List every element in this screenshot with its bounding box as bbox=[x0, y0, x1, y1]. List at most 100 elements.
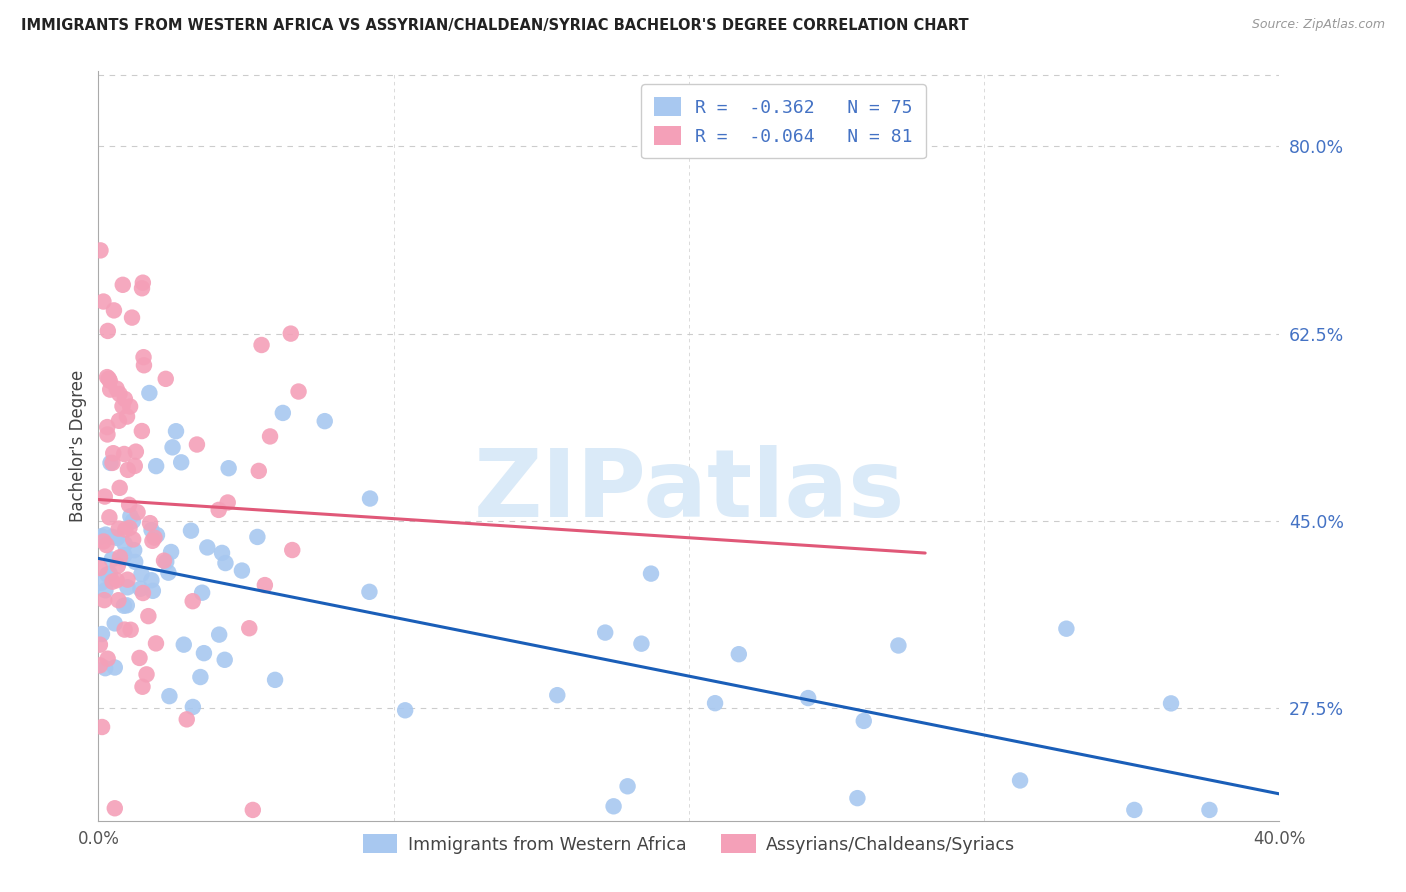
Point bbox=[214, 556, 236, 570]
Point bbox=[98, 374, 121, 388]
Point bbox=[94, 661, 117, 675]
Point bbox=[1054, 622, 1077, 636]
Point bbox=[97, 651, 120, 665]
Point bbox=[91, 720, 114, 734]
Point bbox=[93, 294, 115, 309]
Point bbox=[214, 653, 236, 667]
Point bbox=[104, 616, 127, 631]
Point bbox=[105, 531, 128, 545]
Point bbox=[108, 387, 131, 401]
Point bbox=[191, 585, 214, 599]
Point bbox=[173, 638, 195, 652]
Point bbox=[593, 625, 616, 640]
Point bbox=[616, 779, 638, 793]
Point bbox=[640, 566, 662, 581]
Point bbox=[90, 575, 112, 590]
Point bbox=[107, 522, 129, 536]
Point bbox=[89, 638, 111, 652]
Point bbox=[157, 689, 180, 703]
Point bbox=[165, 424, 187, 438]
Point bbox=[153, 554, 176, 568]
Point bbox=[281, 543, 304, 558]
Point bbox=[193, 646, 215, 660]
Point bbox=[111, 399, 134, 413]
Point bbox=[132, 358, 155, 372]
Point bbox=[101, 456, 124, 470]
Point bbox=[160, 545, 183, 559]
Point bbox=[97, 371, 120, 385]
Point bbox=[111, 277, 134, 292]
Point bbox=[157, 566, 180, 580]
Point bbox=[238, 621, 260, 635]
Point bbox=[108, 481, 131, 495]
Point bbox=[115, 409, 138, 424]
Point bbox=[89, 561, 111, 575]
Point bbox=[280, 326, 302, 341]
Point bbox=[246, 530, 269, 544]
Point bbox=[131, 680, 153, 694]
Point bbox=[852, 714, 875, 728]
Point bbox=[89, 658, 111, 673]
Point bbox=[132, 350, 155, 364]
Point bbox=[141, 573, 163, 587]
Point bbox=[93, 593, 115, 607]
Point bbox=[138, 386, 160, 401]
Point bbox=[114, 537, 136, 551]
Point bbox=[887, 639, 910, 653]
Point bbox=[98, 510, 121, 524]
Point bbox=[217, 495, 239, 509]
Point bbox=[359, 491, 381, 506]
Point bbox=[1123, 803, 1146, 817]
Point bbox=[122, 533, 145, 547]
Point bbox=[253, 578, 276, 592]
Point bbox=[141, 533, 163, 548]
Point bbox=[96, 538, 118, 552]
Point bbox=[211, 546, 233, 560]
Point bbox=[602, 799, 624, 814]
Point bbox=[112, 447, 135, 461]
Point bbox=[132, 276, 155, 290]
Point bbox=[176, 712, 198, 726]
Point bbox=[271, 406, 294, 420]
Point bbox=[1198, 803, 1220, 817]
Point bbox=[359, 584, 381, 599]
Point bbox=[91, 627, 114, 641]
Point bbox=[94, 490, 117, 504]
Point bbox=[314, 414, 336, 428]
Point bbox=[114, 392, 136, 406]
Point bbox=[128, 651, 150, 665]
Point bbox=[103, 303, 125, 318]
Point bbox=[155, 555, 177, 569]
Point bbox=[114, 523, 136, 537]
Point bbox=[797, 691, 820, 706]
Point bbox=[114, 623, 136, 637]
Point bbox=[112, 599, 135, 613]
Point bbox=[104, 660, 127, 674]
Point bbox=[195, 541, 218, 555]
Point bbox=[118, 498, 141, 512]
Point bbox=[704, 696, 727, 710]
Point bbox=[117, 573, 139, 587]
Point bbox=[139, 516, 162, 530]
Point bbox=[181, 594, 204, 608]
Point bbox=[132, 586, 155, 600]
Point bbox=[105, 382, 128, 396]
Point bbox=[1160, 697, 1182, 711]
Point bbox=[121, 310, 143, 325]
Point bbox=[143, 531, 166, 545]
Point bbox=[146, 528, 169, 542]
Point bbox=[138, 609, 160, 624]
Point bbox=[94, 527, 117, 541]
Point bbox=[394, 703, 416, 717]
Point bbox=[131, 424, 153, 438]
Point bbox=[100, 552, 122, 566]
Text: IMMIGRANTS FROM WESTERN AFRICA VS ASSYRIAN/CHALDEAN/SYRIAC BACHELOR'S DEGREE COR: IMMIGRANTS FROM WESTERN AFRICA VS ASSYRI… bbox=[21, 18, 969, 33]
Point bbox=[98, 566, 121, 581]
Point bbox=[231, 564, 253, 578]
Point bbox=[96, 370, 118, 384]
Point bbox=[208, 627, 231, 641]
Point bbox=[93, 534, 115, 549]
Point bbox=[108, 550, 131, 565]
Point bbox=[264, 673, 287, 687]
Point bbox=[96, 427, 118, 442]
